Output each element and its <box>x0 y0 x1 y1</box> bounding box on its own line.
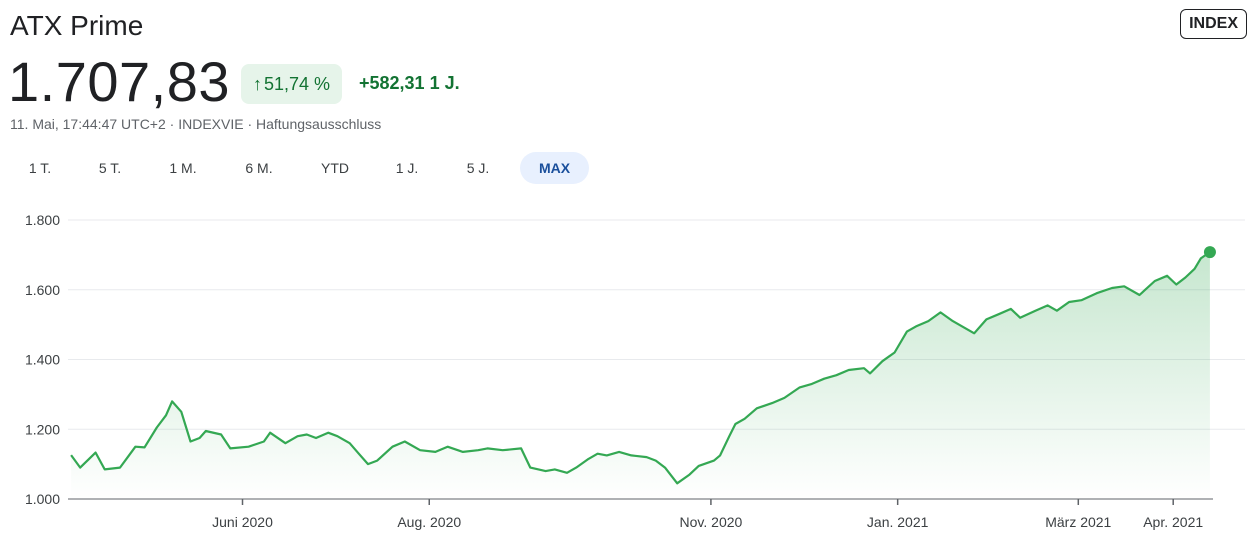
price-area <box>71 252 1210 499</box>
range-1d[interactable]: 1 T. <box>28 160 52 176</box>
y-tick-label: 1.600 <box>25 282 60 298</box>
range-5d[interactable]: 5 T. <box>98 160 122 176</box>
x-tick-label: Nov. 2020 <box>680 514 743 530</box>
arrow-up-icon: ↑ <box>253 73 262 94</box>
range-ytd[interactable]: YTD <box>321 160 349 176</box>
range-6m[interactable]: 6 M. <box>245 160 273 176</box>
y-tick-label: 1.800 <box>25 212 60 228</box>
change-percent: 51,74 % <box>264 73 331 94</box>
range-5y[interactable]: 5 J. <box>466 160 490 176</box>
y-tick-label: 1.200 <box>25 421 60 437</box>
change-absolute: +582,31 1 J. <box>359 73 460 93</box>
price-chart[interactable]: 1.000 1.200 1.400 1.600 1.800 Juni 2020 Aug. … <box>0 195 1255 541</box>
range-max[interactable]: MAX <box>520 152 589 184</box>
change-percent-badge: ↑ 51,74 % <box>241 64 343 104</box>
x-tick-label: März 2021 <box>1045 514 1111 530</box>
quote-meta: 11. Mai, 17:44:47 UTC+2 · INDEXVIE · Haf… <box>10 116 382 132</box>
y-tick-label: 1.400 <box>25 352 60 368</box>
x-tick-label: Apr. 2021 <box>1143 514 1203 530</box>
x-tick-label: Juni 2020 <box>212 514 273 530</box>
current-price: 1.707,83 <box>8 50 230 113</box>
price-line <box>70 251 1211 485</box>
x-tick-label: Aug. 2020 <box>397 514 461 530</box>
page-title: ATX Prime <box>10 10 144 41</box>
range-selector: 1 T. 5 T. 1 M. 6 M. YTD 1 J. 5 J. MAX <box>0 152 640 186</box>
x-axis-ticks: Juni 2020 Aug. 2020 Nov. 2020 Jan. 2021 März… <box>212 499 1203 530</box>
x-tick-label: Jan. 2021 <box>867 514 929 530</box>
range-1m[interactable]: 1 M. <box>169 160 197 176</box>
index-badge: INDEX <box>1180 9 1247 39</box>
y-tick-label: 1.000 <box>25 491 60 507</box>
range-1y[interactable]: 1 J. <box>395 160 419 176</box>
last-price-dot <box>1203 246 1216 259</box>
y-axis-labels: 1.000 1.200 1.400 1.600 1.800 <box>25 212 60 507</box>
